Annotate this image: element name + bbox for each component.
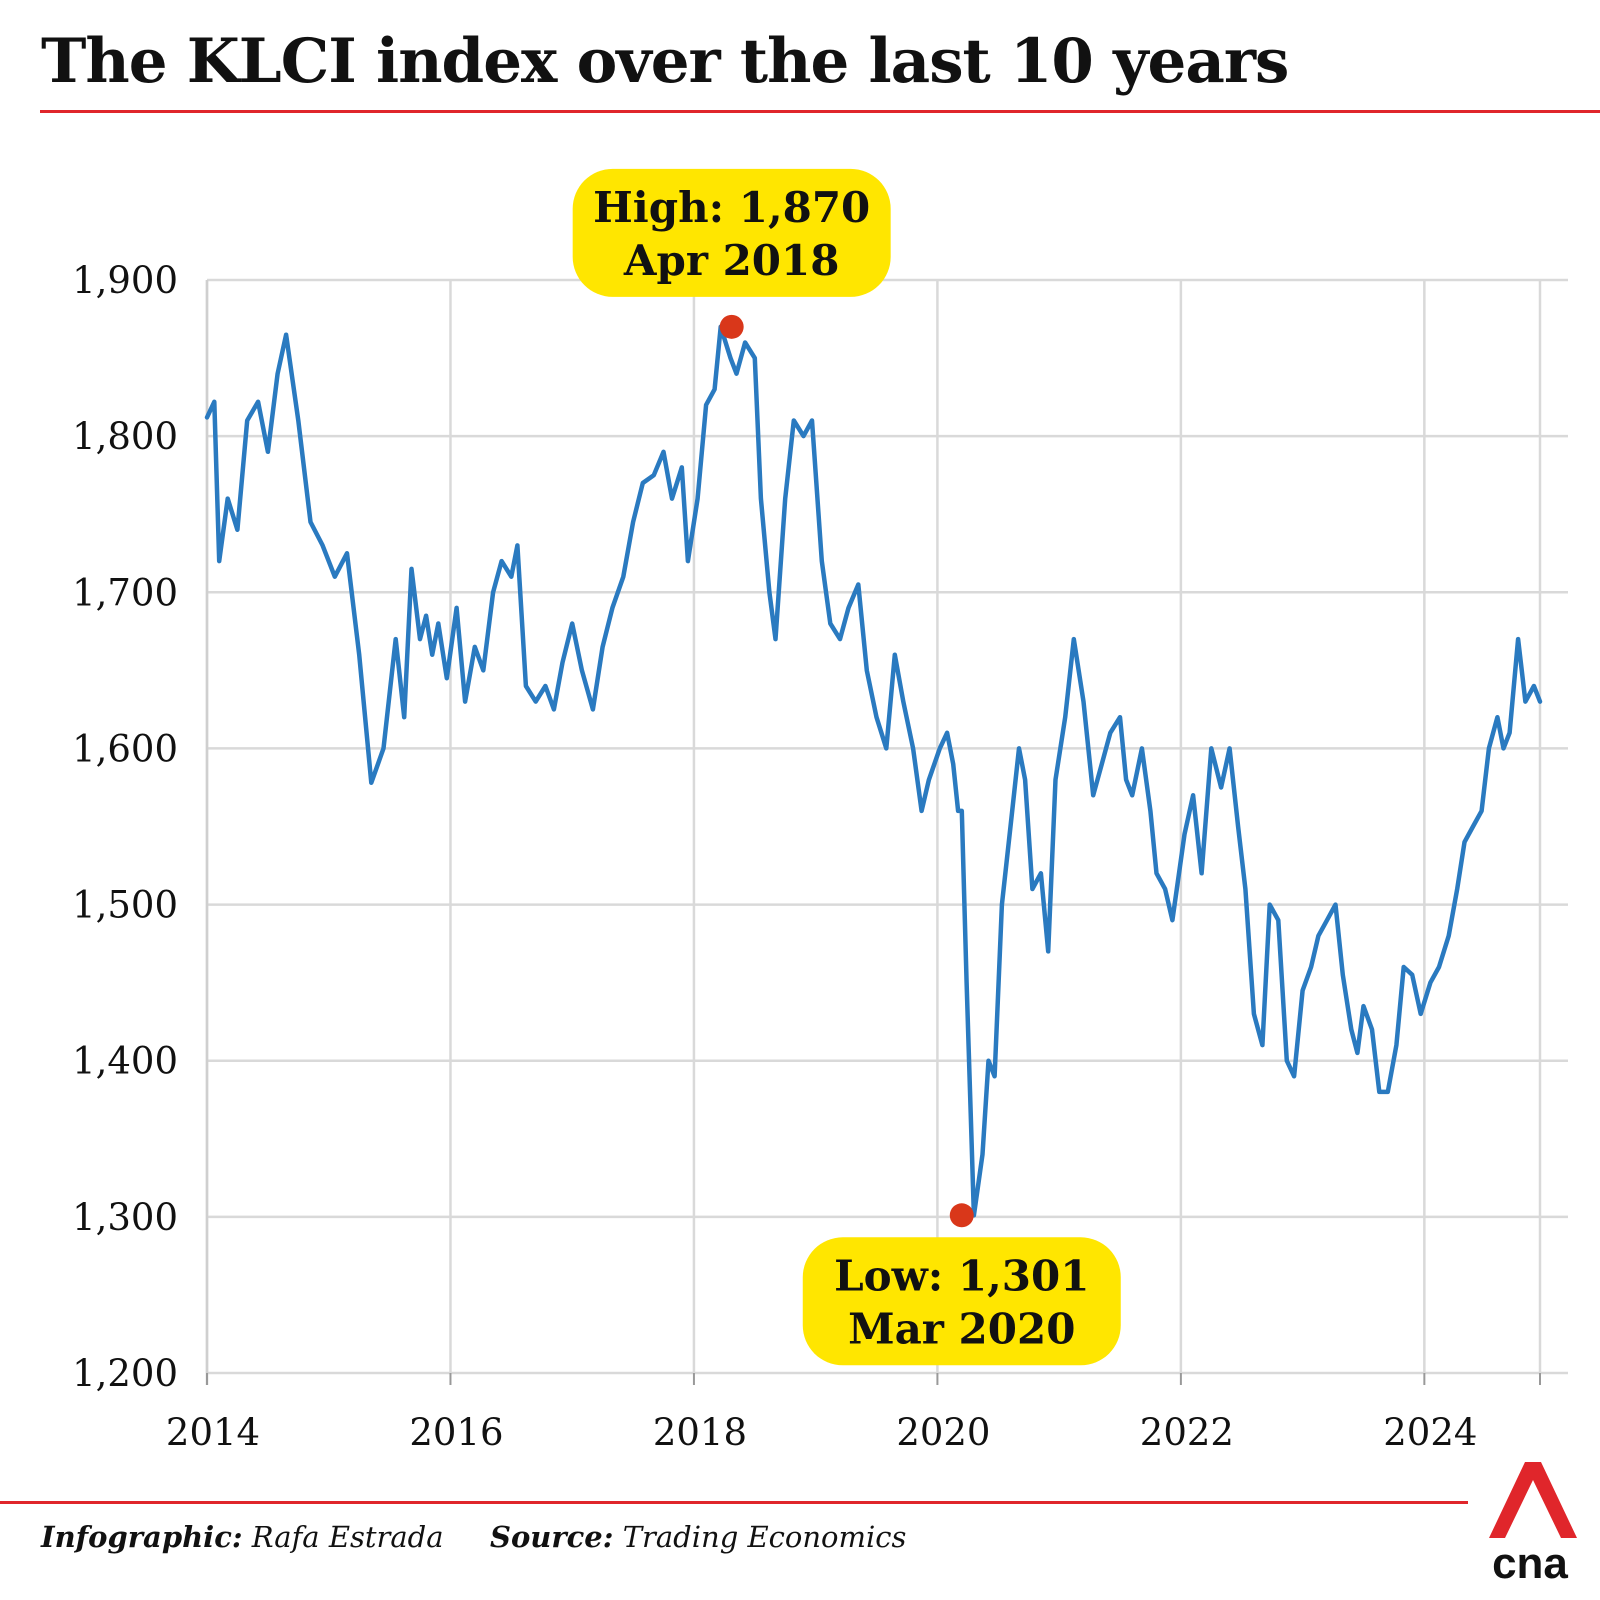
low-callout-box — [802, 1237, 1121, 1366]
callout-line1: Low: 1,301 — [834, 1251, 1089, 1300]
high-point-marker — [719, 314, 744, 339]
cna-logo-mark — [1489, 1462, 1577, 1538]
x-tick-label: 2022 — [1140, 1411, 1234, 1454]
cna-logo: cna — [1489, 1462, 1577, 1582]
chart-title: The KLCI index over the last 10 years — [41, 26, 1289, 97]
footer-divider — [0, 1501, 1468, 1504]
y-tick-label: 1,900 — [72, 259, 178, 302]
y-tick-label: 1,200 — [72, 1352, 178, 1395]
x-tick-label: 2014 — [166, 1411, 260, 1454]
y-tick-label: 1,500 — [72, 884, 178, 927]
source-value: Trading Economics — [622, 1520, 907, 1554]
credit-value: Rafa Estrada — [251, 1520, 444, 1554]
x-tick-label: 2016 — [409, 1411, 503, 1454]
source: Source: Trading Economics — [490, 1520, 906, 1554]
y-tick-label: 1,700 — [72, 571, 178, 614]
credit: Infographic: Rafa Estrada — [41, 1520, 444, 1554]
horizontal-gridlines — [207, 278, 1568, 1375]
cna-logo-text: cna — [1492, 1539, 1568, 1582]
source-label: Source: — [490, 1520, 614, 1554]
y-tick-label: 1,400 — [72, 1040, 178, 1083]
credit-label: Infographic: — [41, 1520, 243, 1554]
high-callout-box — [572, 168, 891, 297]
y-tick-label: 1,300 — [72, 1196, 178, 1239]
y-axis-tick-labels: 1,200 1,300 1,400 1,500 1,600 1,700 1,800 1,900 — [72, 259, 178, 1395]
title-divider — [40, 110, 1600, 113]
x-tick-label: 2018 — [653, 1411, 747, 1454]
y-tick-label: 1,600 — [72, 727, 178, 770]
low-point-marker — [949, 1203, 974, 1228]
y-tick-label: 1,800 — [72, 415, 178, 458]
x-axis-tick-labels: 2014 2016 2018 2020 2022 2024 — [166, 1373, 1541, 1454]
x-tick-label: 2020 — [896, 1411, 990, 1454]
callout-line1: High: 1,870 — [593, 183, 870, 232]
series-line-klci — [204, 324, 1543, 1218]
x-tick-label: 2024 — [1383, 1411, 1477, 1454]
callout-line2: Mar 2020 — [848, 1304, 1075, 1353]
callout-line2: Apr 2018 — [623, 236, 840, 285]
line-chart: 1,200 1,300 1,400 1,500 1,600 1,700 1,800 1,900… — [72, 168, 1568, 1454]
vertical-gridlines — [205, 280, 1542, 1385]
